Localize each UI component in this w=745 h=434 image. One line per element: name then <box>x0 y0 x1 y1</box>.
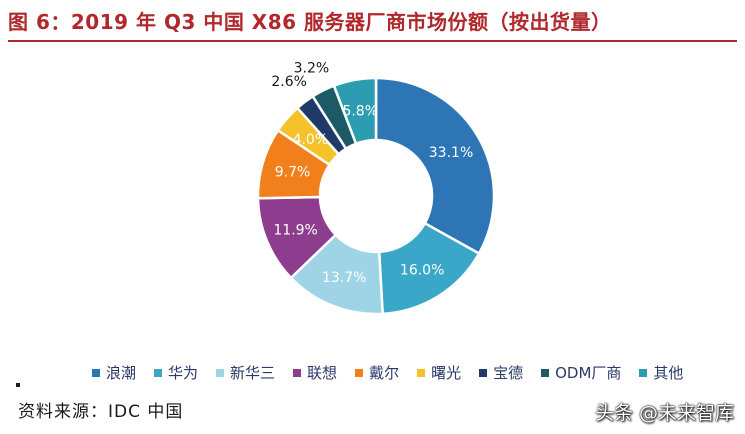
legend-swatch <box>541 368 550 377</box>
legend-item: 宝德 <box>479 362 523 383</box>
legend-swatch <box>92 368 100 377</box>
slice-label-2: 16.0% <box>400 263 444 279</box>
legend-item: 其他 <box>639 362 683 383</box>
legend-label: 宝德 <box>493 364 524 382</box>
legend-label: 其他 <box>653 364 684 382</box>
legend-item: ODM厂商 <box>541 362 621 383</box>
legend-label: 浪潮 <box>106 364 137 382</box>
slice-label-7: 2.6% <box>271 74 307 90</box>
legend-swatch <box>293 368 302 377</box>
legend-item: 华为 <box>154 362 198 383</box>
legend-item: 戴尔 <box>355 362 399 383</box>
slice-label-3: 13.7% <box>322 270 366 286</box>
bullet-mark <box>16 383 20 387</box>
slice-label-9: 5.8% <box>342 103 378 119</box>
legend-swatch <box>417 368 426 377</box>
watermark: 头条 @未来智库 <box>595 402 735 424</box>
slice-label-6: 4.0% <box>293 132 329 148</box>
donut-chart: 33.1% 16.0% 13.7% 11.9% 9.7% 4.0% 2.6%3.2% 5.8% <box>256 60 496 316</box>
legend-swatch <box>216 368 225 377</box>
slice-9 <box>332 76 378 146</box>
legend-label: 新华三 <box>230 364 276 382</box>
chart-legend: 浪潮 华为 新华三 联想 戴尔 曙光 宝德 ODM厂商 其他 <box>92 362 683 383</box>
legend-swatch <box>479 368 488 377</box>
source-note: 资料来源：IDC 中国 <box>18 402 184 422</box>
slice-label-8: 3.2% <box>294 60 330 76</box>
legend-swatch <box>639 368 648 377</box>
slice-label-1: 33.1% <box>429 145 473 161</box>
slice-label-4: 11.9% <box>273 222 317 238</box>
legend-item: 联想 <box>293 362 337 383</box>
legend-label: ODM厂商 <box>555 364 622 382</box>
donut-slices <box>256 76 496 316</box>
legend-label: 联想 <box>307 364 338 382</box>
legend-label: 曙光 <box>431 364 462 382</box>
title-divider <box>8 40 737 42</box>
legend-item: 新华三 <box>216 362 275 383</box>
legend-item: 浪潮 <box>92 362 136 383</box>
slice-label-5: 9.7% <box>275 164 311 180</box>
legend-item: 曙光 <box>417 362 461 383</box>
legend-swatch <box>355 368 364 377</box>
legend-label: 戴尔 <box>369 364 400 382</box>
legend-label: 华为 <box>168 364 199 382</box>
slice-1 <box>374 76 496 256</box>
legend-swatch <box>154 368 163 377</box>
slice-labels: 33.1% 16.0% 13.7% 11.9% 9.7% 4.0% 2.6%3.2% 5.8% <box>271 60 473 286</box>
chart-title: 图 6：2019 年 Q3 中国 X86 服务器厂商市场份额（按出货量） <box>8 10 612 34</box>
